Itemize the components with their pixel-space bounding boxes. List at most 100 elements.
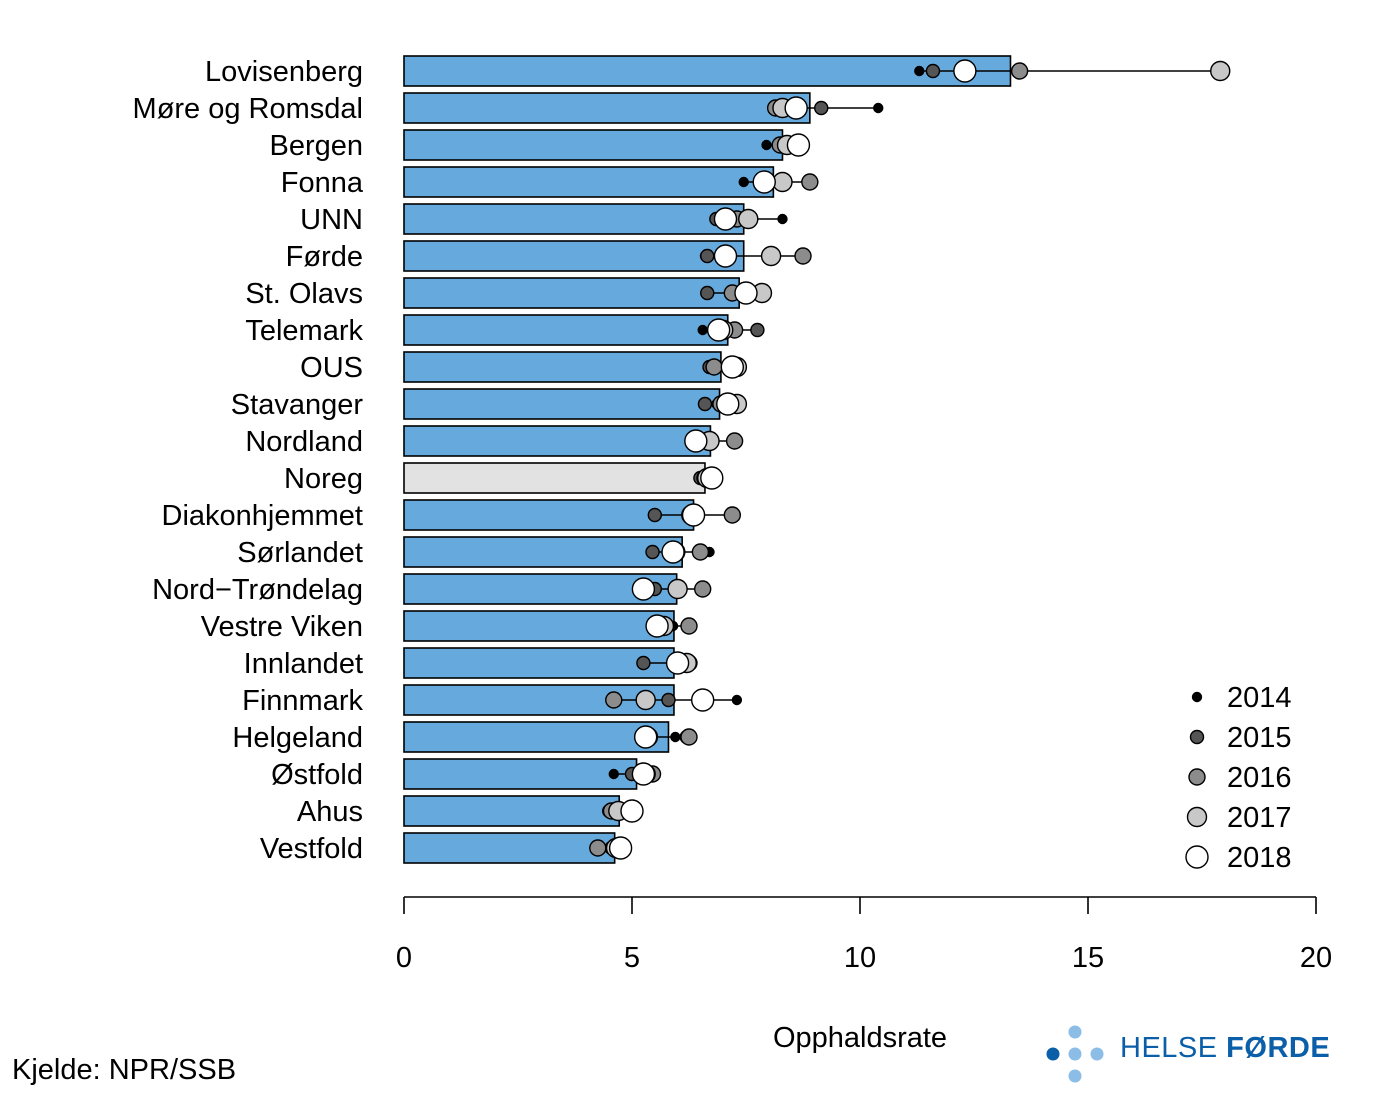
data-point: [636, 655, 651, 671]
category-label: OUS: [300, 352, 363, 384]
data-point: [738, 208, 759, 230]
data-point: [713, 207, 738, 231]
bars-group: [403, 55, 1012, 864]
data-point: [953, 59, 977, 83]
data-point: [1010, 62, 1029, 80]
legend-label: 2017: [1227, 802, 1292, 834]
category-label: Ahus: [297, 796, 363, 828]
bar: [403, 573, 678, 605]
category-label: Sørlandet: [237, 537, 363, 569]
data-point: [661, 540, 685, 564]
data-point: [713, 244, 738, 268]
data-point: [716, 392, 740, 416]
data-point: [784, 96, 808, 120]
brand-wordmark: HELSE FØRDE: [1120, 1032, 1330, 1065]
category-label: Møre og Romsdal: [133, 93, 363, 125]
data-point: [734, 281, 758, 305]
data-point: [684, 429, 708, 453]
data-point: [665, 651, 690, 675]
category-label: Finnmark: [242, 685, 363, 717]
category-label: Diakonhjemmet: [162, 500, 363, 532]
x-axis: 0 5 10 15 20: [396, 896, 1332, 974]
data-point: [873, 102, 884, 114]
bar: [403, 832, 616, 864]
x-tick-label: 5: [624, 942, 640, 974]
legend-marker: [1188, 768, 1206, 786]
logo-dot: [1090, 1047, 1104, 1061]
bar: [403, 647, 675, 679]
category-labels-group: Lovisenberg Møre og Romsdal Bergen Fonna UNN…: [133, 56, 364, 865]
category-label: Østfold: [271, 759, 363, 791]
legend-label: 2014: [1227, 682, 1292, 714]
data-point: [786, 133, 811, 157]
data-point: [700, 466, 724, 490]
bar: [403, 240, 745, 272]
data-point: [608, 768, 619, 780]
helse-forde-logo-icon: [1046, 1025, 1104, 1083]
data-point: [705, 358, 723, 376]
data-point: [752, 170, 776, 194]
category-label: Vestfold: [260, 833, 363, 865]
data-point: [794, 247, 812, 265]
data-point: [693, 580, 712, 598]
bar: [403, 758, 638, 790]
data-point: [661, 692, 676, 708]
category-label: Nord−Trøndelag: [152, 574, 363, 606]
data-point: [731, 694, 743, 706]
x-tick-label: 10: [844, 942, 876, 974]
category-label: Nordland: [245, 426, 363, 458]
legend-label: 2018: [1227, 842, 1292, 874]
category-label: Førde: [286, 241, 363, 273]
data-point: [691, 543, 710, 561]
brand-word-bold: FØRDE: [1226, 1032, 1331, 1064]
bar: [403, 277, 740, 309]
bar: [403, 129, 784, 161]
legend-label: 2015: [1227, 722, 1292, 754]
legend-marker: [1189, 729, 1205, 745]
data-point: [760, 245, 782, 267]
category-label: Helgeland: [232, 722, 363, 754]
source-caption: Kjelde: NPR/SSB: [12, 1054, 237, 1086]
bar: [403, 351, 722, 383]
bar: [403, 795, 621, 827]
data-point: [681, 503, 706, 527]
data-point: [738, 176, 749, 188]
x-axis-title: Opphaldsrate: [773, 1022, 947, 1054]
data-point: [605, 691, 623, 709]
legend-marker: [1191, 691, 1203, 703]
data-point: [680, 617, 698, 635]
data-point: [914, 65, 925, 77]
data-point: [670, 731, 681, 743]
data-point: [645, 614, 669, 638]
x-tick-label: 15: [1072, 942, 1104, 974]
bar: [403, 536, 683, 568]
data-point: [645, 544, 660, 560]
data-point: [635, 689, 656, 711]
bar: [403, 92, 811, 124]
category-label: Fonna: [281, 167, 364, 199]
data-point: [706, 318, 731, 342]
logo-dot: [1068, 1047, 1082, 1061]
bar: [403, 425, 712, 457]
category-label: St. Olavs: [245, 278, 363, 310]
bar: [403, 610, 675, 642]
category-label: Vestre Viken: [201, 611, 363, 643]
data-point: [589, 839, 607, 857]
data-point: [680, 728, 698, 746]
x-tick-label: 0: [396, 942, 412, 974]
points-group: [589, 59, 1231, 860]
data-point: [608, 836, 633, 860]
data-point: [631, 577, 656, 601]
data-point: [647, 507, 662, 523]
data-point: [777, 213, 788, 225]
logo-dot: [1046, 1047, 1060, 1061]
data-point: [620, 799, 644, 823]
legend: 2014 2015 2016 2017 2018: [1185, 682, 1292, 874]
category-label: Telemark: [245, 315, 363, 347]
bar: [403, 55, 1012, 87]
category-label: Bergen: [269, 130, 363, 162]
data-point: [700, 248, 715, 264]
data-point: [925, 63, 941, 79]
